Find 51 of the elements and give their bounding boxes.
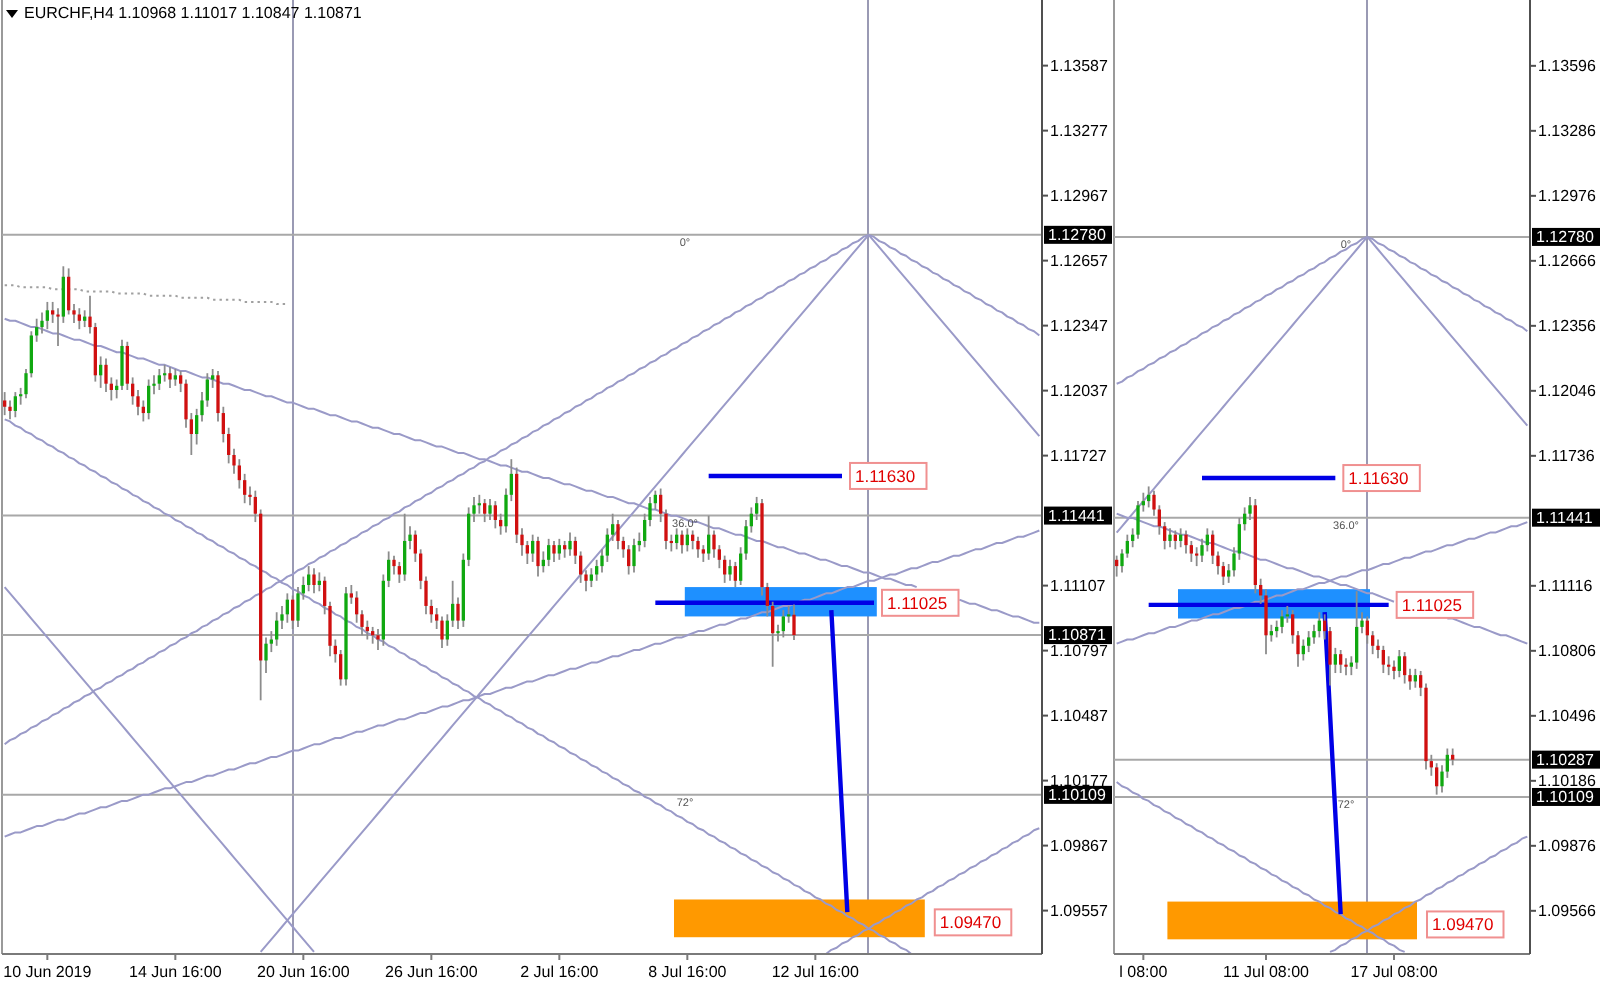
y-tick-label: 1.11116	[1538, 576, 1594, 595]
y-tick-label: 1.12657	[1050, 251, 1109, 270]
y-tick-label: 1.10797	[1050, 641, 1109, 660]
y-tick-label: 1.12037	[1050, 381, 1109, 400]
y-tick-label: 1.11736	[1538, 446, 1596, 465]
series-label: 1.11025	[887, 592, 948, 613]
y-tick-label: 1.12976	[1538, 186, 1597, 205]
y-tick-label: 1.13286	[1538, 121, 1597, 140]
y-tick-label: 1.09876	[1538, 836, 1597, 855]
x-tick-label: 10 Jun 2019	[3, 963, 93, 981]
y-tick-label: 1.13596	[1538, 56, 1597, 75]
x-tick-label: 20 Jun 16:00	[257, 963, 351, 981]
x-tick-label: 26 Jun 16:00	[385, 963, 479, 981]
x-tick-label: 17 Jul 08:00	[1350, 963, 1439, 981]
y-tick-label: 1.10177	[1050, 771, 1109, 790]
y-tick-label: 1.12356	[1538, 316, 1597, 335]
series-label: 1.11025	[1401, 594, 1463, 615]
band-label: 1.09470	[1432, 914, 1494, 935]
series-label: 1.11630	[855, 465, 916, 486]
x-tick-label: 14 Jun 16:00	[129, 963, 223, 981]
y-tick-label: 1.10806	[1538, 641, 1597, 660]
y-tick-label: 1.10496	[1538, 706, 1597, 725]
ref-line-label: 1.10287	[1536, 750, 1595, 769]
y-tick-label: 1.09566	[1538, 901, 1597, 920]
y-tick-label: 1.10487	[1050, 706, 1109, 725]
ref-line-label: 1.11441	[1048, 506, 1106, 525]
ref-line-label: 1.10871	[1048, 626, 1107, 645]
ref-line-label: 1.12780	[1048, 225, 1107, 244]
y-tick-label: 1.09557	[1050, 901, 1109, 920]
x-tick-label: 12 Jul 16:00	[771, 963, 861, 981]
band-label: 1.09470	[939, 912, 1002, 933]
series-label: 1.11630	[1348, 468, 1410, 489]
y-tick-label: 1.12046	[1538, 381, 1597, 400]
ref-line-label: 1.10109	[1536, 787, 1595, 806]
ref-line-label: 1.10109	[1048, 785, 1107, 804]
x-tick-label: 2 Jul 16:00	[520, 963, 600, 981]
x-tick-label: 11 Jul 08:00	[1223, 963, 1311, 981]
y-tick-label: 1.12967	[1050, 186, 1109, 205]
ref-line-label: 1.11441	[1536, 508, 1594, 527]
x-tick-label: 8 Jul 16:00	[648, 963, 728, 981]
y-tick-label: 1.13277	[1050, 121, 1109, 140]
chart-title: EURCHF,H4 1.10968 1.11017 1.10847 1.10871	[24, 4, 363, 22]
y-tick-label: 1.09867	[1050, 836, 1109, 855]
x-tick-label: l 08:00	[1119, 963, 1169, 981]
ref-line-label: 1.12780	[1536, 227, 1595, 246]
y-tick-label: 1.11727	[1050, 446, 1108, 465]
y-tick-label: 1.12666	[1538, 251, 1597, 270]
y-tick-label: 1.12347	[1050, 316, 1109, 335]
y-tick-label: 1.13587	[1050, 56, 1109, 75]
y-tick-label: 1.11107	[1050, 576, 1107, 595]
y-tick-label: 1.10186	[1538, 771, 1597, 790]
